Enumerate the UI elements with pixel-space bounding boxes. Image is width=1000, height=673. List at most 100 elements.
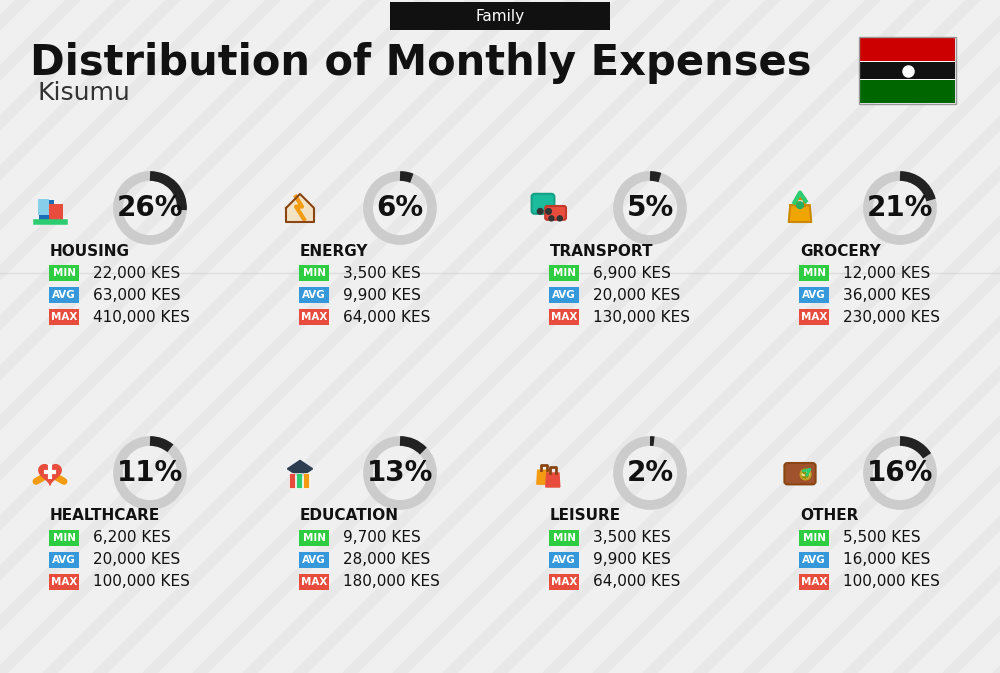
Text: 63,000 KES: 63,000 KES [93,287,180,302]
Text: 64,000 KES: 64,000 KES [343,310,430,324]
Text: MAX: MAX [301,577,327,587]
FancyBboxPatch shape [549,552,579,568]
Text: MIN: MIN [802,533,826,543]
FancyBboxPatch shape [299,574,329,590]
Text: 3,500 KES: 3,500 KES [593,530,671,546]
FancyBboxPatch shape [49,530,79,546]
Text: GROCERY: GROCERY [800,244,881,258]
FancyBboxPatch shape [532,194,554,214]
FancyBboxPatch shape [549,265,579,281]
FancyBboxPatch shape [38,199,44,205]
Text: 230,000 KES: 230,000 KES [843,310,940,324]
FancyBboxPatch shape [799,287,829,303]
Polygon shape [789,205,811,222]
FancyBboxPatch shape [390,2,610,30]
FancyBboxPatch shape [860,61,955,80]
Text: 6,900 KES: 6,900 KES [593,266,671,281]
Text: MIN: MIN [302,533,326,543]
FancyBboxPatch shape [799,309,829,325]
FancyBboxPatch shape [799,265,829,281]
Circle shape [537,209,543,214]
Text: LEISURE: LEISURE [550,509,621,524]
FancyBboxPatch shape [289,473,295,489]
Text: 22,000 KES: 22,000 KES [93,266,180,281]
Text: AVG: AVG [52,555,76,565]
Text: 9,700 KES: 9,700 KES [343,530,421,546]
FancyBboxPatch shape [49,552,79,568]
FancyBboxPatch shape [549,574,579,590]
Text: 2%: 2% [626,459,674,487]
FancyBboxPatch shape [49,287,79,303]
Text: 130,000 KES: 130,000 KES [593,310,690,324]
Text: 6%: 6% [376,194,424,222]
Text: 20,000 KES: 20,000 KES [93,553,180,567]
Text: ENERGY: ENERGY [300,244,368,258]
Circle shape [797,202,803,209]
Text: Distribution of Monthly Expenses: Distribution of Monthly Expenses [30,42,812,84]
Text: 100,000 KES: 100,000 KES [843,575,940,590]
FancyBboxPatch shape [799,552,829,568]
Text: MIN: MIN [552,268,576,278]
Text: 16,000 KES: 16,000 KES [843,553,930,567]
Text: 28,000 KES: 28,000 KES [343,553,430,567]
Text: 26%: 26% [117,194,183,222]
Text: AVG: AVG [52,290,76,300]
Text: MAX: MAX [551,312,577,322]
Text: MAX: MAX [51,312,77,322]
FancyBboxPatch shape [49,309,79,325]
Text: 13%: 13% [367,459,433,487]
FancyBboxPatch shape [799,530,829,546]
Text: AVG: AVG [552,555,576,565]
FancyBboxPatch shape [549,530,579,546]
Text: Family: Family [475,9,525,24]
Text: 9,900 KES: 9,900 KES [593,553,671,567]
FancyBboxPatch shape [549,309,579,325]
Polygon shape [537,470,551,484]
Text: $: $ [801,468,810,481]
Text: MAX: MAX [801,312,827,322]
Text: 21%: 21% [867,194,933,222]
FancyBboxPatch shape [860,38,955,61]
Text: 36,000 KES: 36,000 KES [843,287,930,302]
Text: MIN: MIN [552,533,576,543]
FancyBboxPatch shape [549,287,579,303]
Text: MAX: MAX [51,577,77,587]
Text: AVG: AVG [802,555,826,565]
Text: AVG: AVG [552,290,576,300]
Circle shape [549,216,554,221]
FancyBboxPatch shape [43,203,49,209]
Text: 180,000 KES: 180,000 KES [343,575,440,590]
FancyBboxPatch shape [299,552,329,568]
FancyBboxPatch shape [799,574,829,590]
Text: HEALTHCARE: HEALTHCARE [50,509,160,524]
FancyBboxPatch shape [49,265,79,281]
FancyBboxPatch shape [38,203,44,209]
FancyBboxPatch shape [299,287,329,303]
Text: MIN: MIN [52,268,76,278]
Text: MIN: MIN [302,268,326,278]
Text: 12,000 KES: 12,000 KES [843,266,930,281]
Text: 11%: 11% [117,459,183,487]
Text: 64,000 KES: 64,000 KES [593,575,680,590]
FancyBboxPatch shape [299,309,329,325]
Text: 9,900 KES: 9,900 KES [343,287,421,302]
FancyBboxPatch shape [784,463,816,485]
Text: 100,000 KES: 100,000 KES [93,575,190,590]
FancyBboxPatch shape [860,80,955,103]
FancyBboxPatch shape [860,61,955,63]
Circle shape [801,469,811,479]
Text: HOUSING: HOUSING [50,244,130,258]
FancyBboxPatch shape [39,200,54,222]
FancyBboxPatch shape [303,473,309,489]
Text: MAX: MAX [801,577,827,587]
FancyBboxPatch shape [43,199,49,205]
Text: 20,000 KES: 20,000 KES [593,287,680,302]
FancyBboxPatch shape [49,574,79,590]
Text: MIN: MIN [802,268,826,278]
Text: 6,200 KES: 6,200 KES [93,530,171,546]
FancyBboxPatch shape [49,204,63,222]
FancyBboxPatch shape [299,530,329,546]
FancyBboxPatch shape [296,473,302,489]
Text: Kisumu: Kisumu [38,81,131,105]
Text: TRANSPORT: TRANSPORT [550,244,654,258]
